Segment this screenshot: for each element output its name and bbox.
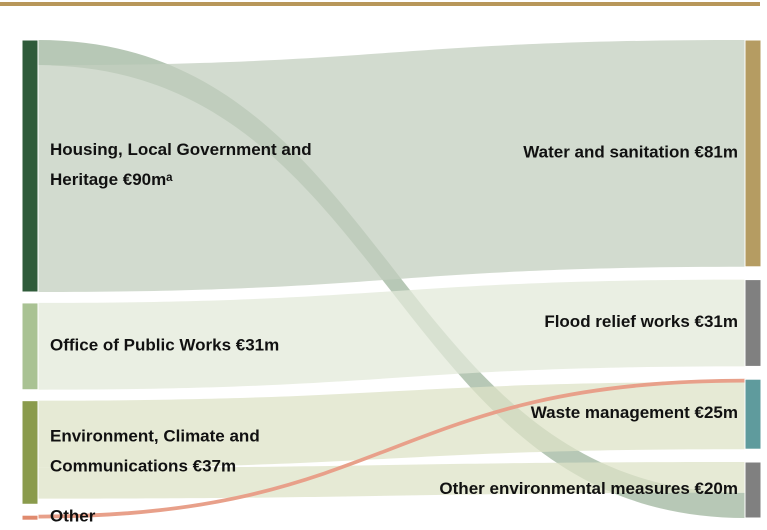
node-label: Environment, Climate and Communications €… (50, 427, 260, 476)
node-label-line: Waste management €25m (531, 404, 738, 423)
top-rule (0, 2, 760, 6)
node (744, 378, 762, 450)
node-label-line: Communications €37m (50, 457, 236, 476)
flow (38, 382, 745, 468)
node-label: Housing, Local Government and Heritage €9… (50, 140, 312, 189)
node (744, 39, 762, 268)
node-label-line: Environment, Climate and (50, 427, 260, 446)
node-label-line: Other (50, 507, 96, 525)
node-label: Waste management €25m (531, 404, 738, 423)
node (21, 302, 39, 391)
node-label: Other (50, 507, 96, 525)
node-label-line: Flood relief works €31m (544, 312, 738, 331)
node-label-line: Water and sanitation €81m (523, 143, 738, 162)
node (21, 400, 39, 505)
node-label-line: Other environmental measures €20m (439, 479, 738, 498)
flow (38, 279, 745, 390)
node-label: Other environmental measures €20m (439, 479, 738, 498)
node-label-line: Heritage €90mᵃ (50, 170, 173, 189)
node (21, 39, 39, 293)
flow (38, 40, 745, 292)
node-label-line: Office of Public Works €31m (50, 336, 279, 355)
flow (38, 462, 745, 499)
node-label: Water and sanitation €81m (523, 143, 738, 162)
node-label-line: Housing, Local Government and (50, 140, 312, 159)
node-label: Office of Public Works €31m (50, 336, 279, 355)
node (744, 279, 762, 367)
node-label: Flood relief works €31m (544, 312, 738, 331)
node (21, 514, 39, 521)
node (744, 461, 762, 519)
